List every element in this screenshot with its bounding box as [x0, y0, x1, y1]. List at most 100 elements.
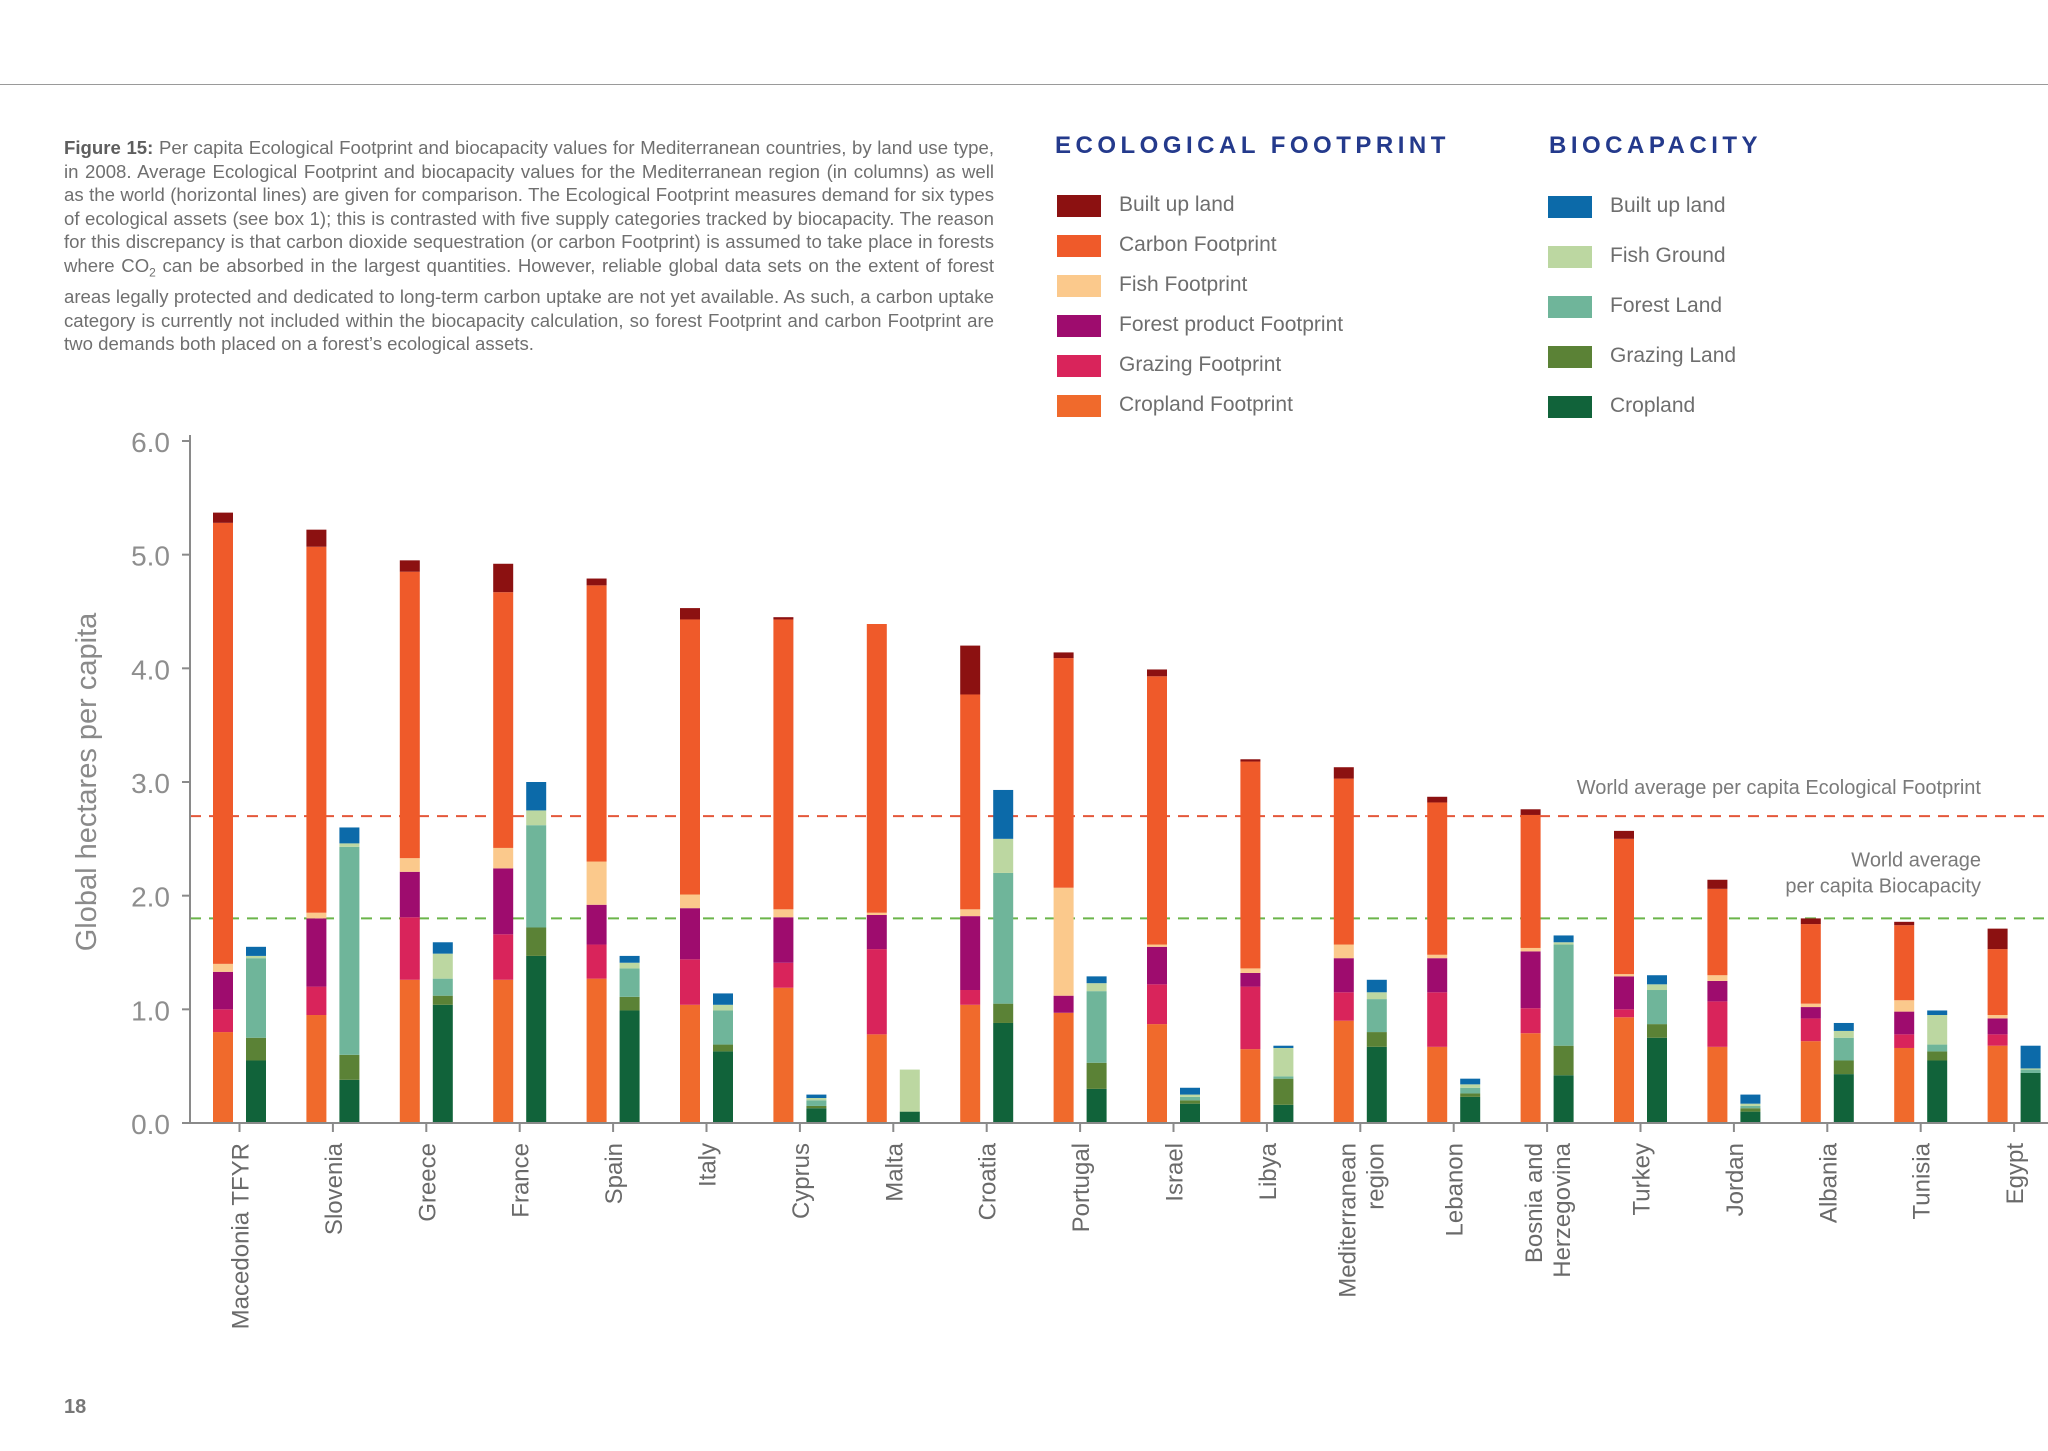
biocapacity-bar-segment	[1366, 1032, 1387, 1047]
caption-text-1: Per capita Ecological Footprint and bioc…	[64, 137, 994, 276]
biocapacity-bar-segment	[993, 872, 1014, 1004]
footprint-bar-segment	[1614, 976, 1634, 1010]
footprint-bar-segment	[866, 1034, 887, 1123]
legend-swatch	[1548, 196, 1592, 218]
legend-swatch	[1548, 296, 1592, 318]
footprint-bar-segment	[1053, 652, 1074, 659]
biocapacity-bar-segment	[1180, 1087, 1200, 1095]
legend-label: Forest Land	[1610, 294, 1723, 317]
footprint-bar-segment	[493, 563, 514, 593]
legend-swatch	[1548, 246, 1592, 268]
biocapacity-bar-segment	[339, 827, 360, 844]
footprint-bar-segment	[213, 522, 233, 964]
biocapacity-bar-segment	[806, 1100, 827, 1106]
biocapacity-bar-segment	[526, 782, 547, 811]
footprint-bar-segment	[680, 608, 700, 620]
footprint-bar-segment	[1240, 972, 1261, 987]
legend-label: Grazing Land	[1610, 344, 1737, 367]
footprint-bar-segment	[1240, 761, 1261, 969]
x-category-label: Lebanon	[1442, 1143, 1469, 1236]
biocapacity-bar-segment	[432, 978, 453, 996]
footprint-bar-segment	[1427, 958, 1448, 993]
footprint-bar-segment	[960, 909, 981, 917]
biocapacity-bar-segment	[806, 1108, 827, 1123]
biocapacity-bar-segment	[1366, 1046, 1387, 1123]
footprint-legend-title: ECOLOGICAL FOOTPRINT	[1055, 132, 1450, 159]
biocapacity-bar-segment	[619, 968, 640, 997]
footprint-bar-segment	[493, 592, 514, 848]
footprint-bar-segment	[586, 978, 607, 1123]
footprint-bar-segment	[1894, 1034, 1915, 1048]
x-category-label: Albania	[1815, 1142, 1842, 1223]
footprint-bar-segment	[1427, 992, 1448, 1047]
footprint-bar-segment	[493, 979, 514, 1123]
y-tick-label: 6.0	[131, 427, 170, 458]
footprint-bar-segment	[1614, 974, 1634, 977]
biocapacity-bar-segment	[1647, 1037, 1667, 1123]
biocapacity-bar-segment	[993, 1022, 1014, 1123]
footprint-bar-segment	[773, 917, 794, 963]
footprint-bar-segment	[960, 694, 981, 910]
legend-swatch	[1057, 195, 1101, 217]
footprint-bar-segment	[213, 1032, 233, 1123]
biocapacity-bar-segment	[1833, 1074, 1854, 1123]
biocapacity-bar-segment	[806, 1105, 827, 1109]
footprint-bar-segment	[1333, 1020, 1354, 1123]
biocapacity-bar-segment	[713, 1051, 733, 1123]
footprint-bar-segment	[1240, 1049, 1261, 1123]
footprint-bar-segment	[680, 894, 700, 909]
world-biocapacity-label-line-1: World average	[1851, 849, 1981, 871]
biocapacity-bar-segment	[1833, 1060, 1854, 1075]
biocapacity-bar-segment	[1180, 1094, 1200, 1097]
footprint-bar-segment	[1707, 975, 1728, 981]
footprint-bar-segment	[1894, 1011, 1915, 1035]
biocapacity-bar-segment	[1366, 979, 1387, 993]
x-category-label: Egypt	[2002, 1143, 2029, 1205]
biocapacity-bar-segment	[1553, 942, 1574, 945]
footprint-bar-segment	[1707, 888, 1728, 976]
footprint-bar-segment	[960, 990, 981, 1005]
world-footprint-label: World average per capita Ecological Foot…	[1577, 777, 1982, 799]
legend-swatch	[1057, 315, 1101, 337]
footprint-bar-segment	[1800, 1003, 1821, 1008]
biocapacity-bar-segment	[339, 1054, 360, 1080]
footprint-bar-segment	[773, 617, 794, 620]
biocapacity-bar-segment	[1460, 1084, 1481, 1088]
footprint-bar-segment	[1800, 918, 1821, 925]
biocapacity-bar-segment	[526, 825, 547, 928]
biocapacity-bar-segment	[1086, 1062, 1107, 1089]
x-category-label: France	[508, 1143, 535, 1218]
biocapacity-bar-segment	[1740, 1111, 1761, 1123]
footprint-bar-segment	[1614, 838, 1634, 975]
footprint-bar-segment	[493, 847, 514, 869]
biocapacity-bar-segment	[806, 1097, 827, 1101]
footprint-bar-segment	[1427, 802, 1448, 955]
footprint-bar-segment	[1333, 778, 1354, 945]
footprint-bar-segment	[306, 546, 327, 913]
biocapacity-bar-segment	[993, 789, 1014, 839]
biocapacity-bar-segment	[713, 1044, 733, 1052]
footprint-bar-segment	[586, 904, 607, 945]
biocapacity-bar-segment	[1927, 1010, 1948, 1016]
biocapacity-bar-segment	[993, 1003, 1014, 1023]
legend-swatch	[1057, 355, 1101, 377]
biocapacity-bar-segment	[2020, 1068, 2041, 1070]
biocapacity-bar-segment	[432, 953, 453, 979]
footprint-bar-segment	[1614, 1017, 1634, 1123]
footprint-bar-segment	[960, 916, 981, 991]
biocapacity-bar-segment	[1740, 1108, 1761, 1112]
legend-swatch	[1057, 395, 1101, 417]
biocapacity-bar-segment	[1553, 944, 1574, 1046]
footprint-bar-segment	[1520, 947, 1541, 952]
footprint-bar-segment	[680, 619, 700, 895]
biocapacity-bar-segment	[713, 993, 733, 1005]
biocapacity-bar-segment	[1927, 1015, 1948, 1045]
biocapacity-bar-segment	[619, 962, 640, 969]
x-category-label: Greece	[414, 1143, 441, 1222]
biocapacity-bar-segment	[432, 1004, 453, 1123]
biocapacity-bar-segment	[1460, 1096, 1481, 1123]
footprint-bar-segment	[1427, 1046, 1448, 1123]
biocapacity-bar-segment	[1553, 1075, 1574, 1123]
footprint-bar-segment	[1240, 968, 1261, 973]
biocapacity-bar-segment	[1927, 1044, 1948, 1052]
